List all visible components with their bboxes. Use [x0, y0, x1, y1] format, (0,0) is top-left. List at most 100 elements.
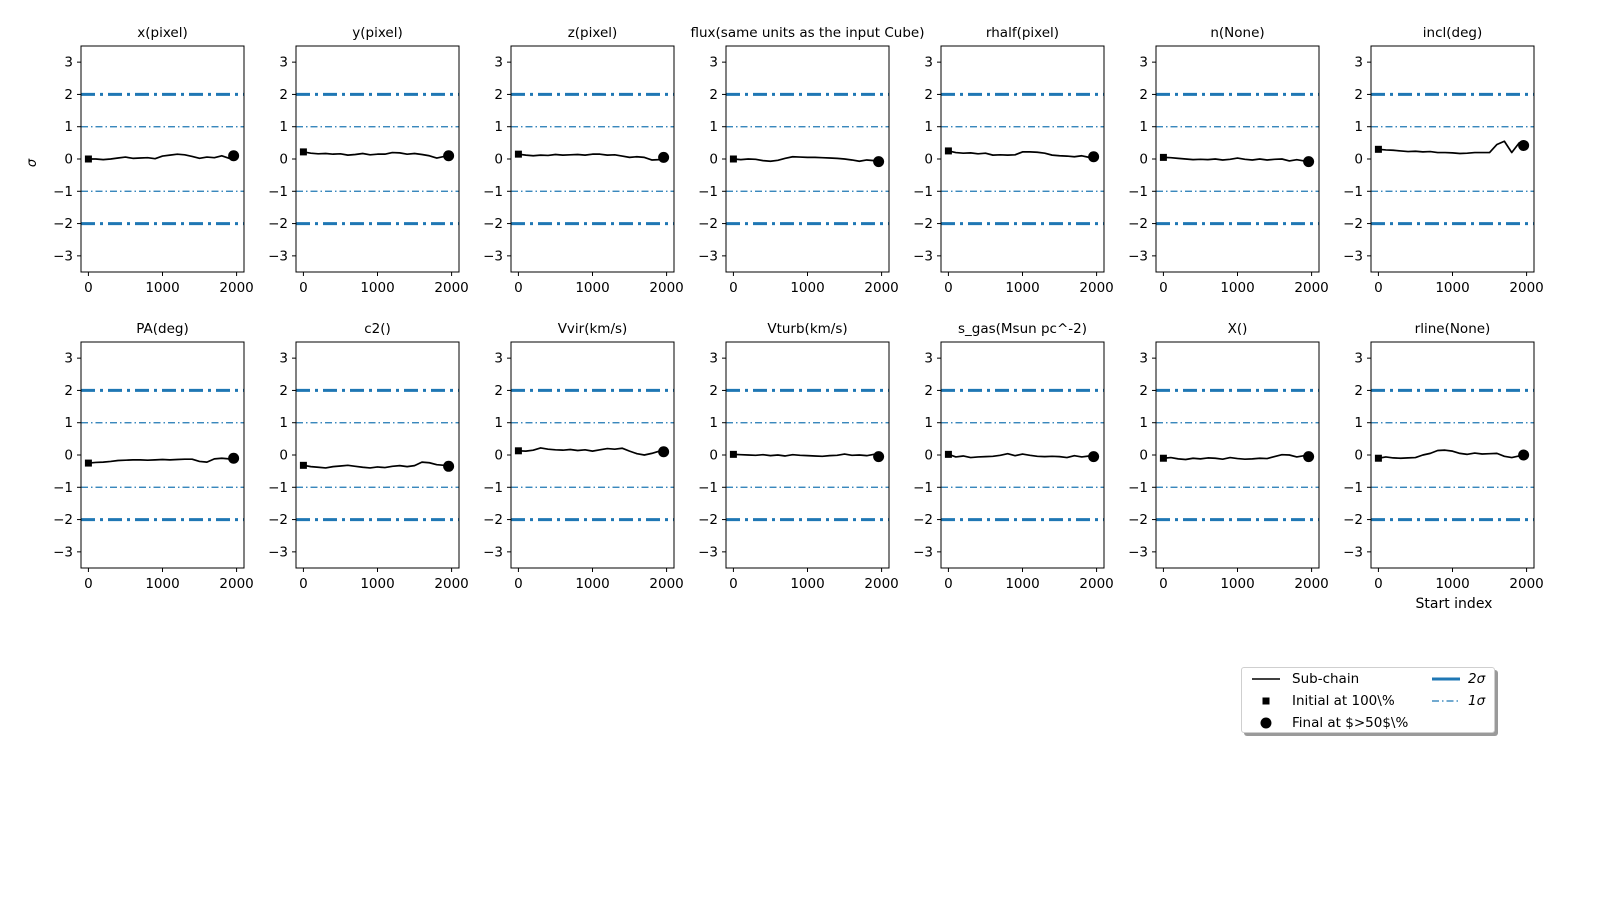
- panel-title: z(pixel): [568, 25, 618, 41]
- legend-final-label: Final at $>50$\%: [1292, 715, 1409, 731]
- y-tick-label: 1: [1354, 119, 1363, 135]
- subchain-line: [948, 452, 1094, 459]
- x-tick-label: 0: [299, 280, 308, 296]
- y-tick-label: 0: [709, 448, 718, 464]
- y-tick-label: 2: [494, 383, 503, 399]
- y-tick-label: 0: [1139, 152, 1148, 168]
- panel-title: n(None): [1210, 25, 1264, 41]
- x-tick-label: 0: [1374, 576, 1383, 592]
- y-tick-label: −1: [268, 480, 288, 496]
- panel-title: Vturb(km/s): [767, 321, 847, 337]
- panel: x(pixel) −3 −2 −1 0 1 2 3 0 1000 2000: [53, 25, 254, 296]
- initial-marker: [944, 450, 952, 458]
- y-tick-label: −1: [1128, 480, 1148, 496]
- legend-item-1sigma: 1σ: [1430, 690, 1485, 712]
- y-tick-label: −3: [53, 248, 73, 264]
- panel-title: Vvir(km/s): [558, 321, 628, 337]
- initial-marker: [84, 155, 92, 163]
- initial-marker: [729, 155, 737, 163]
- y-tick-label: 0: [709, 152, 718, 168]
- y-tick-label: −2: [1343, 512, 1363, 528]
- y-tick-label: 1: [279, 415, 288, 431]
- x-tick-label: 2000: [434, 280, 468, 296]
- x-tick-label: 0: [514, 280, 523, 296]
- panel-title: rline(None): [1415, 321, 1491, 337]
- x-tick-label: 2000: [434, 576, 468, 592]
- x-tick-label: 1000: [1005, 576, 1039, 592]
- y-tick-label: 1: [1139, 119, 1148, 135]
- subchain-line: [303, 461, 449, 469]
- legend-subchain-label: Sub-chain: [1292, 671, 1360, 687]
- x-tick-label: 0: [1374, 280, 1383, 296]
- y-tick-label: 3: [494, 351, 503, 367]
- y-tick-label: −2: [913, 512, 933, 528]
- y-tick-label: 2: [279, 383, 288, 399]
- y-tick-label: −2: [268, 216, 288, 232]
- subchain-line: [1378, 140, 1525, 155]
- x-axis-label: Start index: [1416, 596, 1493, 612]
- y-tick-label: 3: [924, 351, 933, 367]
- x-tick-label: 1000: [1005, 280, 1039, 296]
- x-tick-label: 0: [299, 576, 308, 592]
- final-marker: [1518, 449, 1530, 461]
- y-tick-label: 1: [924, 119, 933, 135]
- x-tick-label: 2000: [864, 280, 898, 296]
- axes-frame: [510, 341, 675, 569]
- panel-title: y(pixel): [352, 25, 402, 41]
- y-tick-label: −2: [1128, 216, 1148, 232]
- subchain-line: [303, 151, 449, 159]
- x-tick-label: 2000: [219, 576, 253, 592]
- y-tick-label: −2: [483, 512, 503, 528]
- panel: c2() −3 −2 −1 0 1 2 3 0 1000 2000: [268, 321, 469, 592]
- x-tick-label: 1000: [1220, 576, 1254, 592]
- x-tick-label: 2000: [864, 576, 898, 592]
- y-tick-label: 0: [494, 448, 503, 464]
- y-tick-label: −1: [268, 184, 288, 200]
- y-tick-label: −1: [913, 184, 933, 200]
- legend-1sigma-label: 1σ: [1468, 693, 1486, 709]
- y-tick-label: 2: [1139, 383, 1148, 399]
- x-tick-label: 1000: [575, 280, 609, 296]
- y-tick-label: 3: [709, 351, 718, 367]
- axes-frame: [295, 341, 460, 569]
- subchain-line: [518, 153, 665, 161]
- y-tick-label: −3: [913, 544, 933, 560]
- subchain-line: [88, 457, 234, 464]
- y-tick-label: −3: [698, 248, 718, 264]
- final-marker: [1088, 151, 1100, 163]
- x-tick-label: 2000: [1079, 280, 1113, 296]
- x-tick-label: 0: [84, 280, 93, 296]
- y-tick-label: −1: [698, 480, 718, 496]
- y-tick-label: 3: [64, 55, 73, 71]
- legend-2sigma-label: 2σ: [1468, 671, 1486, 687]
- y-tick-label: −3: [1343, 544, 1363, 560]
- panel-title: c2(): [364, 321, 391, 337]
- y-tick-label: 0: [1139, 448, 1148, 464]
- y-tick-label: 1: [924, 415, 933, 431]
- axes-frame: [940, 341, 1105, 569]
- square-marker-icon: [1262, 697, 1270, 705]
- panel: incl(deg) −3 −2 −1 0 1 2 3 0 1000 2000: [1343, 25, 1544, 296]
- subchain-line: [88, 153, 235, 161]
- y-tick-label: −1: [698, 184, 718, 200]
- x-tick-label: 1000: [790, 280, 824, 296]
- panel-title: incl(deg): [1423, 25, 1482, 41]
- axes-frame: [80, 341, 245, 569]
- x-tick-label: 1000: [1435, 280, 1469, 296]
- x-tick-label: 1000: [360, 280, 394, 296]
- y-tick-label: 1: [1354, 415, 1363, 431]
- panel: PA(deg) −3 −2 −1 0 1 2 3 0 1000 2000: [53, 321, 254, 592]
- y-tick-label: −3: [913, 248, 933, 264]
- x-tick-label: 0: [729, 576, 738, 592]
- y-tick-label: −3: [1128, 544, 1148, 560]
- axes-frame: [1370, 45, 1535, 273]
- y-tick-label: −3: [483, 544, 503, 560]
- panel: n(None) −3 −2 −1 0 1 2 3 0 1000 2000: [1128, 25, 1329, 296]
- y-tick-label: 2: [279, 87, 288, 103]
- thick-dashdot-line-icon: [1432, 677, 1460, 681]
- x-tick-label: 1000: [575, 576, 609, 592]
- y-tick-label: 0: [924, 448, 933, 464]
- y-tick-label: −3: [1128, 248, 1148, 264]
